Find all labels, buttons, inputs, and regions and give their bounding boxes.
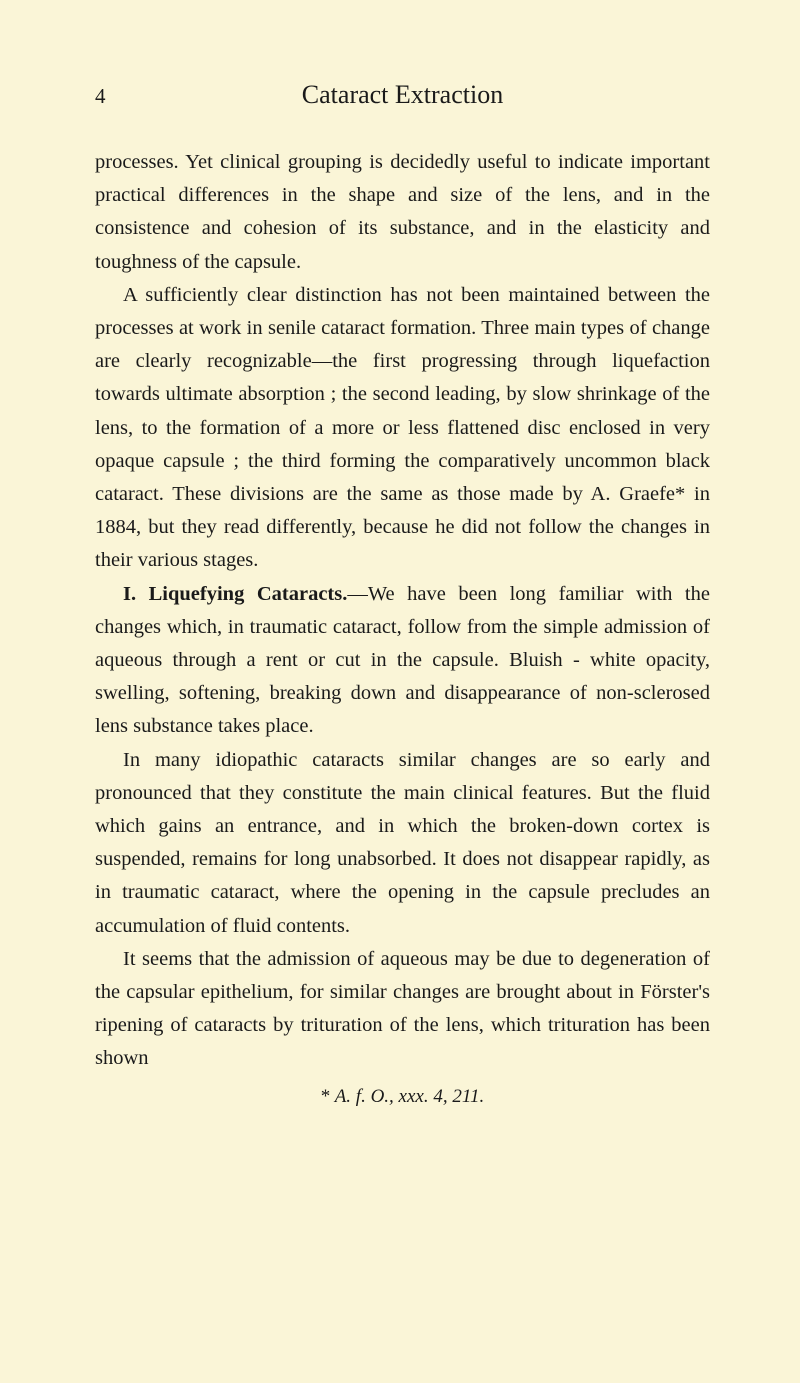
paragraph-3-body: —We have been long familiar with the cha… xyxy=(95,583,710,738)
page-title: Cataract Extraction xyxy=(95,80,710,110)
footnote: * A. f. O., xxx. 4, 211. xyxy=(95,1086,710,1108)
footnote-text: A. f. O., xxx. 4, 211. xyxy=(335,1086,485,1107)
section-heading: I. Liquefying Cataracts. xyxy=(123,583,347,605)
paragraph-3: I. Liquefying Cataracts.—We have been lo… xyxy=(95,578,710,744)
paragraph-1: processes. Yet clinical grouping is deci… xyxy=(95,146,710,279)
paragraph-2: A sufficiently clear distinction has not… xyxy=(95,279,710,578)
body-text: processes. Yet clinical grouping is deci… xyxy=(95,146,710,1076)
page-header: 4 Cataract Extraction xyxy=(95,80,710,110)
footnote-marker: * xyxy=(321,1086,331,1107)
paragraph-5: It seems that the admission of aqueous m… xyxy=(95,943,710,1076)
paragraph-4: In many idiopathic cataracts similar cha… xyxy=(95,744,710,943)
